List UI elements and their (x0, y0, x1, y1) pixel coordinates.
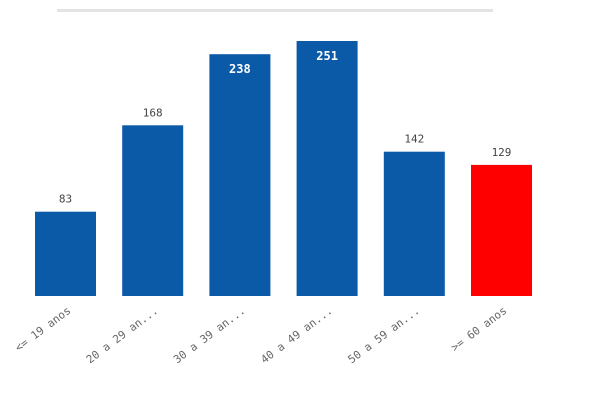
x-tick-labels-group: <= 19 anos 20 a 29 an... 30 a 39 an... 40 a… (13, 304, 510, 366)
x-tick-label-3: 30 a 39 an... (171, 304, 248, 366)
bar-2 (122, 125, 184, 296)
x-tick-label-5: 50 a 59 an... (346, 304, 423, 366)
value-label-1: 83 (59, 193, 72, 206)
top-rule (57, 9, 493, 12)
x-tick-label-4: 40 a 49 an... (258, 304, 335, 366)
bar-5 (383, 151, 445, 296)
bar-1 (35, 211, 96, 296)
bar-6 (471, 164, 532, 296)
x-tick-label-1: <= 19 anos (13, 304, 74, 354)
value-label-2: 168 (143, 106, 163, 119)
value-label-3: 238 (229, 62, 251, 76)
x-tick-label-6: >= 60 anos (449, 304, 510, 354)
value-label-6: 129 (492, 146, 512, 159)
x-tick-label-2: 20 a 29 an... (84, 304, 161, 366)
bar-4 (296, 41, 358, 296)
bars-group (35, 41, 532, 297)
value-labels-group: 83 168 238 251 142 129 (59, 49, 512, 206)
value-label-4: 251 (316, 49, 338, 63)
value-label-5: 142 (404, 133, 424, 146)
bar-3 (209, 54, 271, 297)
